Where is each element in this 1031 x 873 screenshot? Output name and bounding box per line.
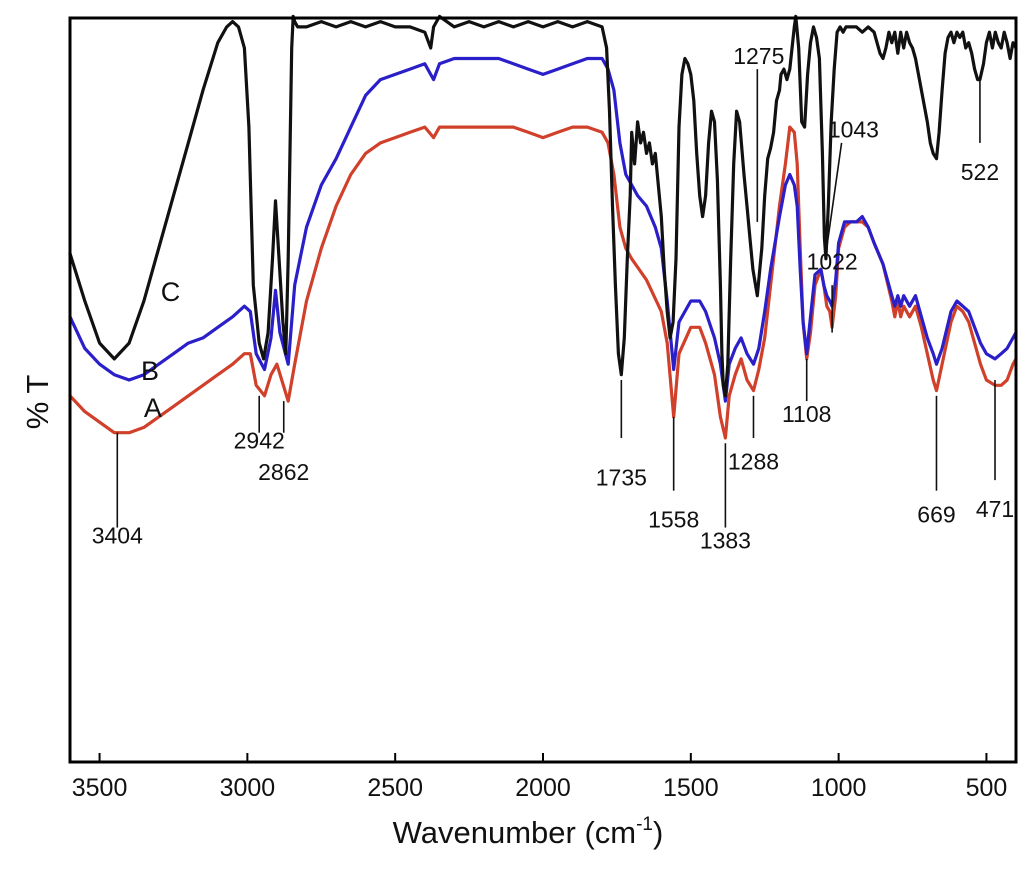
x-axis-label: Wavenumber (cm-1)	[393, 814, 664, 850]
peak-label-1043: 1043	[828, 117, 879, 143]
peak-label-1022: 1022	[807, 248, 858, 274]
series-label-c: C	[161, 277, 181, 307]
series-line-c	[68, 14, 1018, 398]
peak-label-1288: 1288	[728, 449, 779, 475]
peak-label-1108: 1108	[782, 401, 831, 427]
peak-label-1558: 1558	[648, 507, 699, 533]
y-axis-label: % T	[20, 375, 55, 430]
series-line-b	[68, 56, 1018, 403]
series-line-a	[68, 125, 1018, 440]
series-label-b: B	[141, 356, 159, 386]
peak-label-1275: 1275	[733, 43, 784, 69]
x-tick-label-2000: 2000	[515, 774, 571, 802]
x-tick-label-3000: 3000	[220, 774, 276, 802]
x-axis-label-text: Wavenumber (cm	[393, 815, 636, 850]
peak-label-2942: 2942	[234, 428, 285, 454]
peak-label-2862: 2862	[258, 459, 309, 485]
x-tick-label-3500: 3500	[72, 774, 128, 802]
peak-label-1735: 1735	[596, 464, 647, 490]
x-axis-ticks: 3500 3000 2500 2000 1500 1000 500	[72, 753, 1008, 802]
x-axis-label-superscript: -1	[636, 814, 653, 835]
x-tick-label-500: 500	[966, 774, 1008, 802]
peak-label-522: 522	[961, 159, 999, 185]
x-tick-label-1000: 1000	[811, 774, 867, 802]
x-tick-label-2500: 2500	[367, 774, 423, 802]
series-layer: AB C	[68, 14, 1018, 440]
peak-label-1383: 1383	[700, 528, 751, 554]
series-label-a: A	[144, 393, 162, 423]
peak-leader-1043	[825, 142, 843, 254]
peak-label-669: 669	[917, 501, 955, 527]
peak-label-471: 471	[976, 496, 1014, 522]
peak-label-3404: 3404	[92, 522, 143, 548]
x-tick-label-1500: 1500	[663, 774, 719, 802]
x-axis-label-close: )	[653, 815, 663, 850]
